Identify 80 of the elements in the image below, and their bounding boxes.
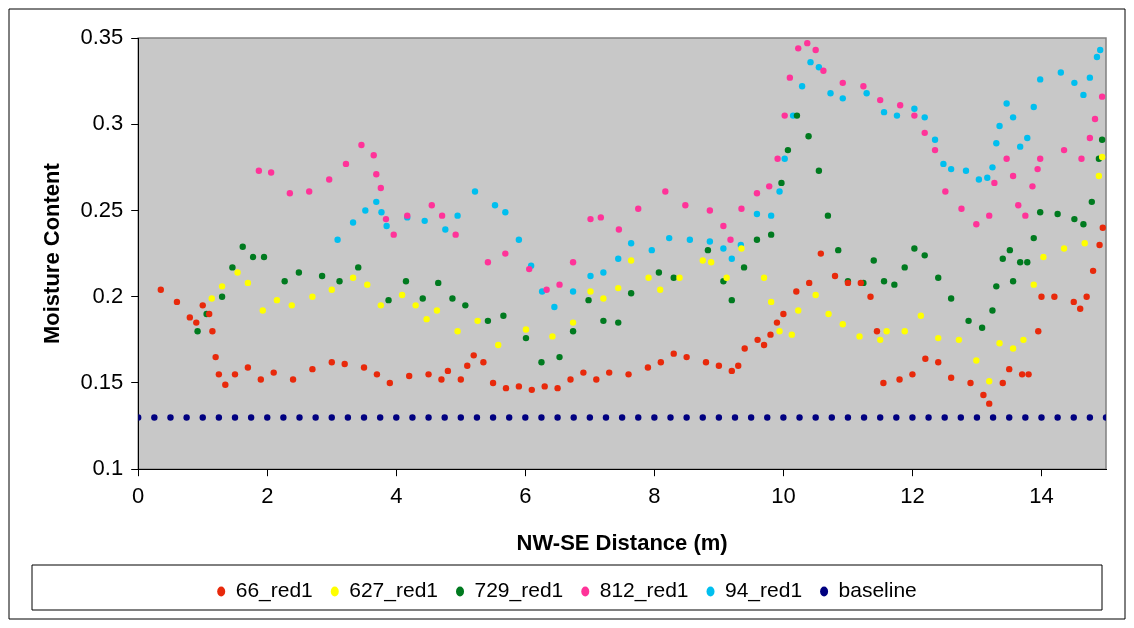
point — [676, 274, 683, 281]
point — [656, 286, 664, 294]
point — [615, 284, 622, 292]
y-axis-title: Moisture Content — [39, 162, 65, 345]
point — [377, 302, 385, 309]
x-tick-label: 6 — [519, 483, 532, 509]
x-tick-label: 8 — [648, 483, 661, 509]
x-tick-label: 14 — [1029, 483, 1054, 509]
point — [600, 295, 607, 302]
point — [723, 274, 730, 281]
point — [569, 319, 577, 326]
point — [776, 328, 783, 335]
point — [986, 378, 993, 385]
x-tick-label: 2 — [261, 483, 274, 509]
point — [645, 274, 652, 281]
point — [917, 312, 925, 319]
point — [767, 298, 775, 306]
point — [876, 336, 884, 344]
x-tick-label: 4 — [390, 483, 403, 509]
legend-label: baseline — [838, 578, 917, 602]
point — [454, 328, 461, 335]
legend-label: 812_red1 — [599, 578, 689, 603]
x-tick-label: 10 — [771, 483, 796, 509]
point — [218, 283, 226, 290]
point — [474, 317, 481, 325]
y-tick-label: 0.15 — [80, 369, 124, 395]
point — [738, 245, 745, 252]
point — [996, 340, 1003, 347]
point — [883, 328, 890, 335]
point — [349, 274, 357, 281]
point — [1009, 345, 1017, 352]
point — [901, 328, 908, 335]
point — [760, 274, 768, 281]
point — [273, 296, 281, 304]
point — [839, 321, 846, 328]
point — [208, 295, 215, 302]
point — [398, 291, 406, 299]
point — [309, 293, 316, 300]
point — [788, 331, 795, 338]
y-tick-label: 0.1 — [92, 455, 124, 481]
point — [522, 326, 530, 333]
point — [1030, 281, 1037, 288]
y-tick-label: 0.25 — [80, 196, 124, 222]
point — [973, 357, 980, 364]
point — [234, 269, 241, 276]
point — [495, 341, 502, 349]
legend-label: 627_red1 — [349, 578, 439, 603]
point — [1081, 240, 1088, 247]
y-tick-label: 0.35 — [80, 24, 124, 50]
point — [412, 302, 419, 309]
point — [433, 307, 441, 314]
point — [627, 257, 635, 264]
x-axis-title: NW-SE Distance (m) — [516, 529, 728, 555]
point — [288, 302, 295, 309]
point — [955, 336, 963, 344]
legend-label: 729_red1 — [474, 578, 564, 603]
point — [795, 307, 802, 314]
point — [1060, 245, 1068, 252]
point — [259, 307, 266, 314]
point — [825, 310, 832, 318]
point — [1095, 172, 1103, 180]
point — [935, 334, 942, 342]
point — [1020, 336, 1027, 344]
point — [856, 333, 863, 340]
y-tick-label: 0.2 — [92, 282, 124, 308]
x-tick-label: 12 — [900, 483, 925, 509]
point — [707, 259, 715, 266]
legend-label: 66_red1 — [235, 578, 313, 603]
point — [328, 286, 335, 294]
point — [549, 333, 556, 340]
point — [587, 288, 594, 295]
point — [423, 315, 430, 323]
point — [244, 279, 252, 287]
point — [1040, 253, 1047, 261]
point — [364, 281, 371, 288]
y-tick-label: 0.3 — [92, 110, 124, 136]
point — [699, 257, 706, 264]
point — [812, 291, 819, 299]
x-tick-label: 0 — [132, 483, 145, 509]
legend-label: 94_red1 — [725, 578, 803, 603]
